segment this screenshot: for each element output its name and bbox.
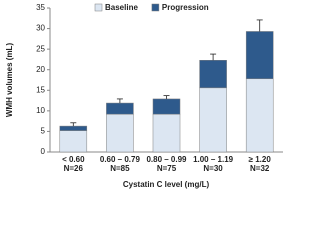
y-tick-label: 25 — [36, 44, 45, 53]
bar-segment — [106, 102, 134, 115]
y-axis-label: WMH volumes (mL) — [5, 43, 14, 118]
y-tick-label: 0 — [41, 147, 46, 156]
bar-segment — [245, 78, 274, 153]
x-tick-label: 1.00 – 1.19 — [193, 155, 234, 164]
y-tick-label: 30 — [36, 24, 45, 33]
legend-swatch — [151, 3, 160, 12]
x-tick-label: 0.80 – 0.99 — [146, 155, 187, 164]
x-tick-sublabel: N=26 — [64, 164, 84, 173]
x-tick-label: < 0.60 — [62, 155, 85, 164]
y-tick-label: 5 — [41, 127, 46, 136]
y-tick-label: 10 — [36, 106, 45, 115]
x-tick-label: ≥ 1.20 — [249, 155, 272, 164]
bar-segment — [59, 130, 88, 153]
bar-segment — [199, 60, 227, 89]
x-tick-label: 0.60 – 0.79 — [100, 155, 141, 164]
bar-segment — [199, 87, 227, 153]
legend-label: Baseline — [105, 3, 138, 12]
bar-segment — [152, 98, 181, 115]
bar-segment — [59, 125, 88, 131]
chart: WMH volumes (mL) Cystatin C level (mg/L)… — [5, 3, 283, 189]
x-tick-sublabel: N=75 — [157, 164, 177, 173]
y-tick-label: 20 — [36, 65, 45, 74]
legend-swatch — [94, 3, 103, 12]
bar-segment — [106, 113, 134, 153]
x-tick-sublabel: N=32 — [250, 164, 270, 173]
legend-label: Progression — [162, 3, 209, 12]
y-tick-label: 35 — [36, 3, 45, 12]
y-tick-label: 15 — [36, 85, 45, 94]
bar-segment — [245, 31, 274, 80]
x-axis-label: Cystatin C level (mg/L) — [123, 180, 210, 189]
x-tick-sublabel: N=85 — [110, 164, 130, 173]
x-tick-sublabel: N=30 — [203, 164, 223, 173]
bar-segment — [152, 113, 181, 153]
